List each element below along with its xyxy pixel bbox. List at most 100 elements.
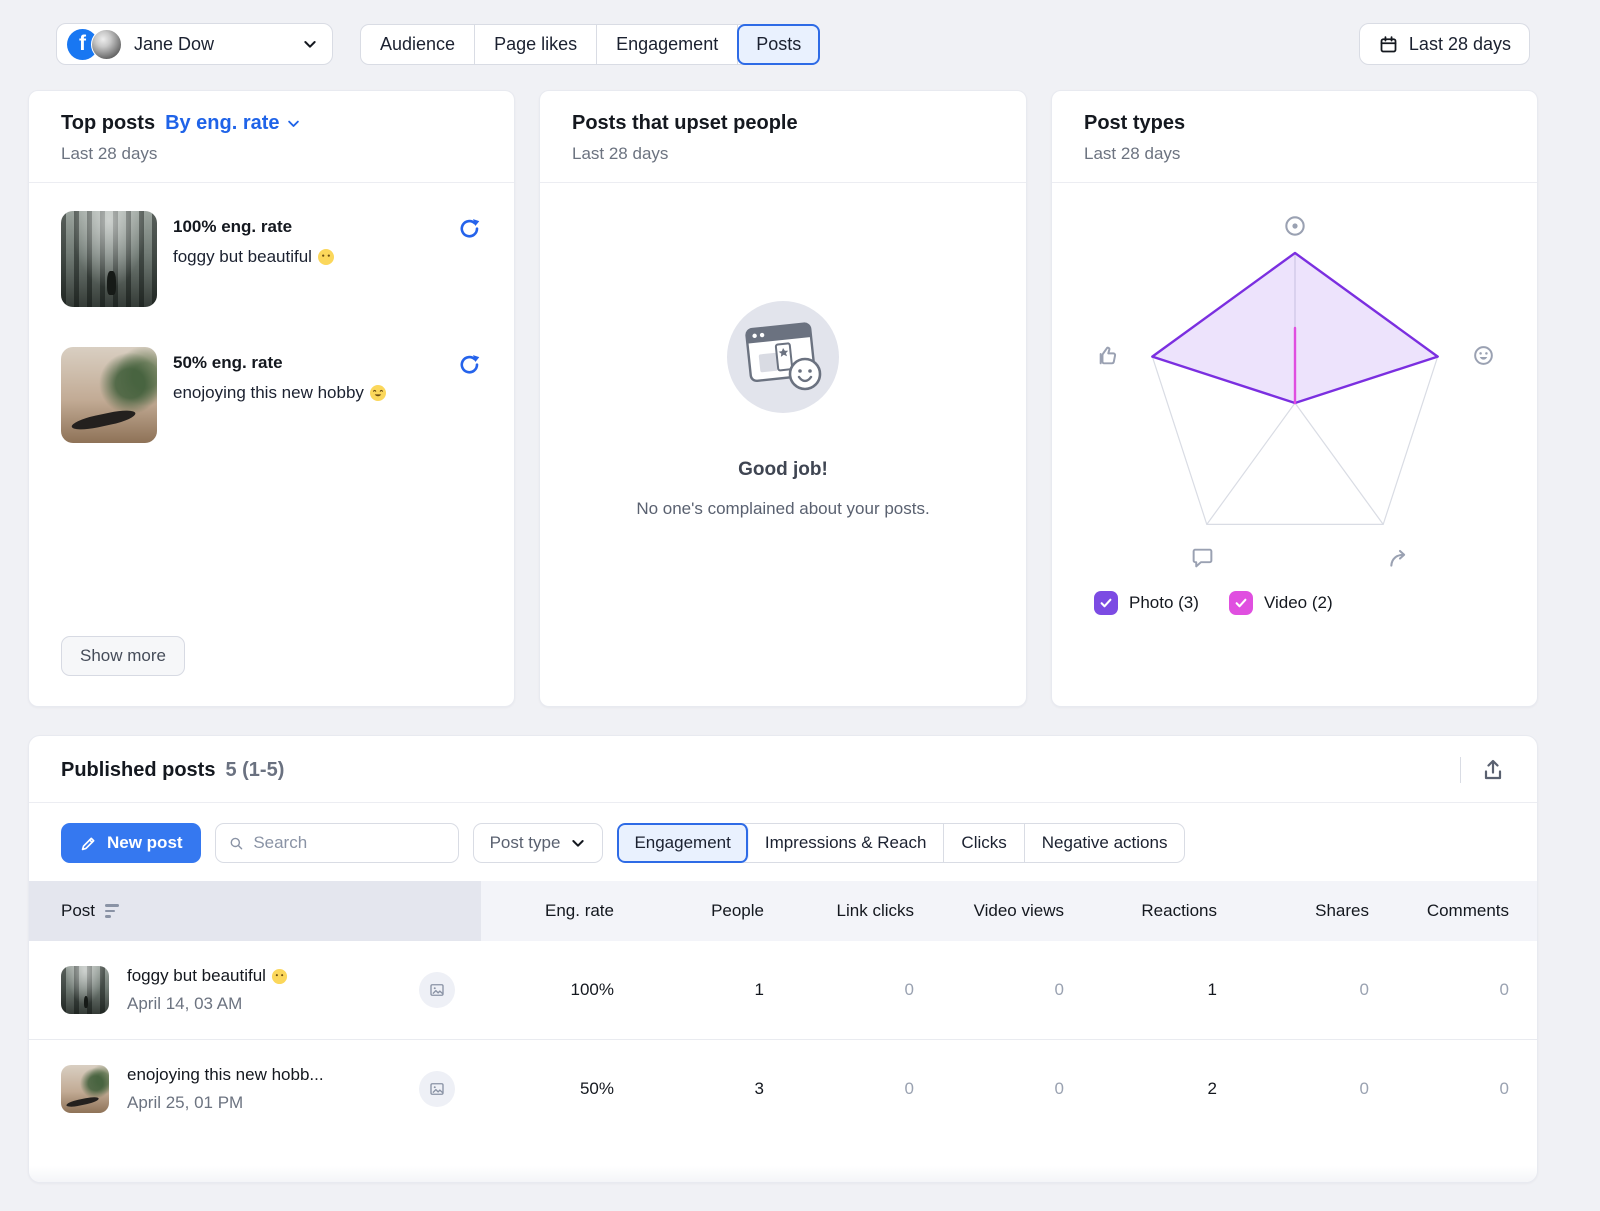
published-posts-header: Published posts 5 (1-5) [29,736,1537,803]
refresh-icon [460,355,480,374]
cell-comments: 0 [1499,1079,1509,1098]
face-without-mouth-emoji-icon [271,968,288,984]
radar-legend: Photo (3) Video (2) [1052,579,1537,615]
top-posts-sort-label: By eng. rate [165,112,280,134]
boost-post-button[interactable] [457,217,482,245]
image-type-icon [419,972,455,1008]
tab-impressions-reach[interactable]: Impressions & Reach [748,824,945,862]
post-eng-rate: 100% eng. rate [173,217,293,236]
cell-eng-rate: 50% [579,1079,614,1098]
post-types-card: Post types Last 28 days [1051,90,1538,707]
top-posts-list: 100% eng. rate foggy but beautiful 50% e… [29,183,514,443]
cell-link-clicks: 0 [904,1079,914,1098]
boost-post-button[interactable] [457,353,482,381]
check-icon [1235,598,1247,608]
radar-plot [1150,251,1439,525]
show-more-button[interactable]: Show more [61,636,185,676]
tab-engagement-metrics[interactable]: Engagement [617,823,749,863]
face-without-mouth-emoji-icon [317,249,334,265]
cell-people: 1 [754,980,764,999]
hugging-face-emoji-icon [369,385,386,401]
sort-icon [105,904,120,918]
top-posts-subtitle: Last 28 days [61,144,158,163]
published-posts-title: Published posts [61,758,216,781]
tab-audience[interactable]: Audience [361,25,476,64]
column-header-eng-rate: Eng. rate [481,881,616,941]
table-row[interactable]: foggy but beautiful April 14, 03 AM 100%… [29,941,1537,1040]
post-eng-rate: 50% eng. rate [173,353,283,372]
empty-state-message: No one's complained about your posts. [636,499,930,518]
column-header-post[interactable]: Post [29,881,481,941]
comment-icon [1190,545,1215,575]
table-row[interactable]: enojoying this new hobb... April 25, 01 … [29,1040,1537,1138]
cell-eng-rate: 100% [570,980,614,999]
search-icon [230,837,242,849]
upset-empty-state: Good job! No one's complained about your… [540,183,1026,519]
calendar-icon [1380,35,1397,52]
chevron-down-icon [572,840,585,847]
export-button[interactable] [1479,756,1507,784]
published-posts-toolbar: New post Post type Engagement Impression… [29,803,1537,881]
legend-item-photo[interactable]: Photo (3) [1094,591,1199,615]
column-header-people: People [616,881,766,941]
chevron-down-icon [304,41,316,48]
published-posts-count: 5 (1-5) [225,758,285,781]
check-icon [1100,598,1112,608]
top-posts-header: Top posts By eng. rate Last 28 days [29,91,514,183]
top-post-item[interactable]: 100% eng. rate foggy but beautiful [61,211,482,307]
good-job-illustration-icon [727,301,839,413]
new-post-button[interactable]: New post [61,823,201,863]
top-posts-card: Top posts By eng. rate Last 28 days 100%… [28,90,515,707]
top-posts-title: Top posts [61,112,156,134]
post-date: April 14, 03 AM [127,994,243,1013]
share-icon [1387,545,1413,576]
video-checkbox[interactable] [1228,591,1253,615]
tab-clicks[interactable]: Clicks [944,824,1025,862]
upset-posts-header: Posts that upset people Last 28 days [540,91,1026,183]
tab-page-likes[interactable]: Page likes [475,25,598,64]
column-header-video-views: Video views [916,881,1066,941]
new-post-label: New post [107,833,183,852]
post-caption: enojoying this new hobby [173,383,364,402]
column-header-reactions: Reactions [1066,881,1219,941]
legend-label: Video (2) [1263,593,1333,612]
refresh-icon [460,219,480,238]
date-range-button[interactable]: Last 28 days [1358,23,1530,65]
top-post-item[interactable]: 50% eng. rate enojoying this new hobby [61,347,482,443]
photo-checkbox[interactable] [1094,591,1118,615]
tab-engagement[interactable]: Engagement [597,25,739,64]
column-header-shares: Shares [1219,881,1371,941]
post-types-radar-chart [1075,201,1515,579]
legend-label: Photo (3) [1129,593,1199,612]
post-caption: foggy but beautiful [173,247,312,266]
post-type-label: Post type [489,833,561,852]
cell-reactions: 1 [1207,980,1217,999]
post-types-header: Post types Last 28 days [1052,91,1537,183]
export-icon [1484,759,1502,780]
post-thumbnail-yoga [61,1065,109,1113]
post-types-title: Post types [1084,112,1186,134]
date-range-label: Last 28 days [1408,33,1511,54]
tab-posts[interactable]: Posts [737,24,821,65]
post-thumbnail-foggy [61,211,157,307]
published-posts-table: Post Eng. rate People Link clicks Video … [29,881,1537,1138]
thumb-up-icon [1096,343,1121,373]
tab-negative-actions[interactable]: Negative actions [1041,833,1168,852]
cell-shares: 0 [1359,980,1369,999]
eye-icon [1282,213,1308,244]
cell-video-views: 0 [1054,1079,1064,1098]
top-posts-sort-dropdown[interactable]: By eng. rate [165,112,300,135]
post-title: enojoying this new hobb... [127,1065,324,1084]
table-header-row: Post Eng. rate People Link clicks Video … [29,881,1537,941]
account-selector[interactable]: f Jane Dow [56,23,333,65]
cell-video-views: 0 [1054,980,1064,999]
empty-state-title: Good job! [738,459,828,480]
search-input[interactable] [253,833,446,853]
legend-item-video[interactable]: Video (2) [1228,591,1333,615]
account-name: Jane Dow [134,33,215,54]
column-header-comments: Comments [1371,881,1537,941]
cell-link-clicks: 0 [904,980,914,999]
account-avatar [91,28,122,60]
post-type-dropdown[interactable]: Post type [472,823,604,863]
